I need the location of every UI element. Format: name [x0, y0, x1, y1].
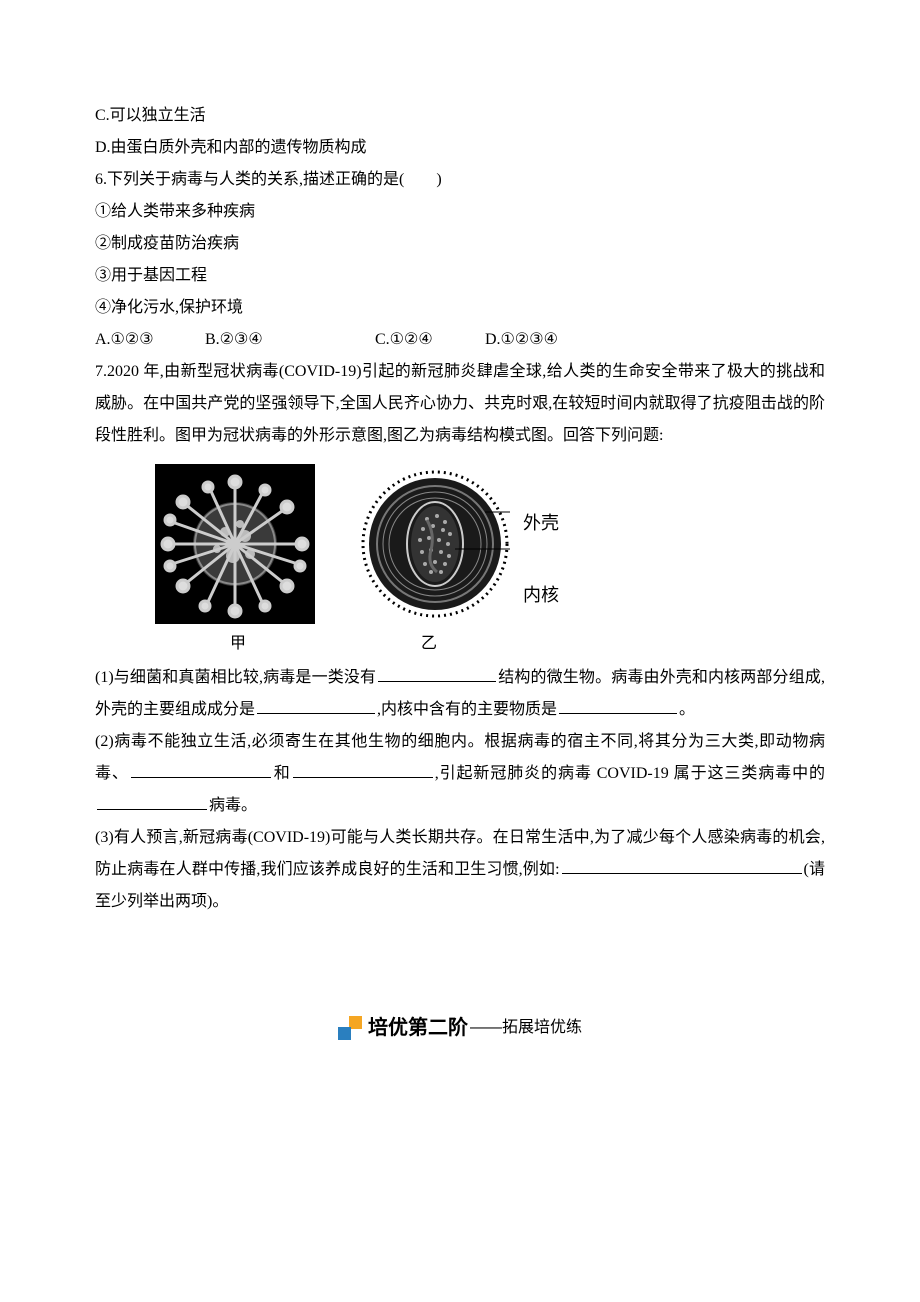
- q7-part1: (1)与细菌和真菌相比较,病毒是一类没有结构的微生物。病毒由外壳和内核两部分组成…: [95, 662, 825, 726]
- coronavirus-icon: [155, 464, 315, 624]
- banner-sub-text: ——拓展培优练: [470, 1012, 582, 1044]
- q7-p1-text-d: 。: [679, 701, 695, 718]
- q7-p3-text-a: (3)有人预言,新冠病毒(COVID-19)可能与人类长期共存。在日常生活中,为…: [95, 829, 825, 878]
- figure-yi-labels: 外壳 内核: [523, 464, 559, 624]
- blank-2[interactable]: [257, 713, 375, 714]
- label-outer-shell: 外壳: [523, 505, 559, 541]
- section-banner: 培优第二阶 ——拓展培优练: [95, 1008, 825, 1048]
- blank-5[interactable]: [293, 777, 433, 778]
- blank-3[interactable]: [559, 713, 677, 714]
- blank-4[interactable]: [131, 777, 271, 778]
- q6-statement-4: ④净化污水,保护环境: [95, 292, 825, 324]
- figure-jia: [155, 464, 315, 624]
- virus-structure-icon: [355, 464, 515, 624]
- q6-option-d: D.①②③④: [485, 324, 558, 356]
- q6-option-c: C.①②④: [375, 324, 485, 356]
- q6-option-a: A.①②③: [95, 324, 205, 356]
- blank-7[interactable]: [562, 873, 802, 874]
- banner-main-text: 培优第二阶: [368, 1008, 468, 1048]
- q7-p2-text-c: ,引起新冠肺炎的病毒 COVID-19 属于这三类病毒中的: [435, 765, 825, 782]
- figure-captions: 甲 乙: [230, 628, 825, 660]
- q6-options: A.①②③ B.②③④ C.①②④ D.①②③④: [95, 324, 825, 356]
- banner-squares-icon: [338, 1016, 362, 1040]
- blank-1[interactable]: [378, 681, 496, 682]
- q7-stem: 7.2020 年,由新型冠状病毒(COVID-19)引起的新冠肺炎肆虐全球,给人…: [95, 356, 825, 452]
- blank-6[interactable]: [97, 809, 207, 810]
- figure-yi: [355, 464, 515, 624]
- q6-statement-1: ①给人类带来多种疾病: [95, 196, 825, 228]
- q7-p2-text-b: 和: [273, 765, 291, 782]
- figure-yi-wrapper: 外壳 内核: [355, 464, 559, 624]
- label-inner-core: 内核: [523, 577, 559, 613]
- q6-statement-2: ②制成疫苗防治疾病: [95, 228, 825, 260]
- caption-yi: 乙: [421, 628, 437, 660]
- q7-figures: 外壳 内核: [155, 464, 825, 624]
- q7-part3: (3)有人预言,新冠病毒(COVID-19)可能与人类长期共存。在日常生活中,为…: [95, 822, 825, 918]
- q5-option-d: D.由蛋白质外壳和内部的遗传物质构成: [95, 132, 825, 164]
- q7-p1-text-a: (1)与细菌和真菌相比较,病毒是一类没有: [95, 669, 376, 686]
- caption-jia: 甲: [230, 628, 246, 660]
- q5-option-c: C.可以独立生活: [95, 100, 825, 132]
- q6-option-b: B.②③④: [205, 324, 375, 356]
- q7-p2-text-d: 病毒。: [209, 797, 257, 814]
- q7-part2: (2)病毒不能独立生活,必须寄生在其他生物的细胞内。根据病毒的宿主不同,将其分为…: [95, 726, 825, 822]
- q6-statement-3: ③用于基因工程: [95, 260, 825, 292]
- q6-stem: 6.下列关于病毒与人类的关系,描述正确的是( ): [95, 164, 825, 196]
- q7-p1-text-c: ,内核中含有的主要物质是: [377, 701, 557, 718]
